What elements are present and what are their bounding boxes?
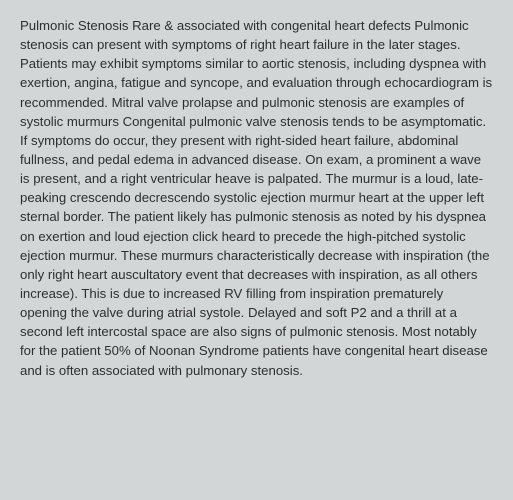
document-title: Pulmonic Stenosis: [20, 18, 132, 33]
document-text: Rare & associated with congenital heart …: [20, 18, 492, 378]
document-body: Pulmonic Stenosis Rare & associated with…: [20, 16, 493, 380]
